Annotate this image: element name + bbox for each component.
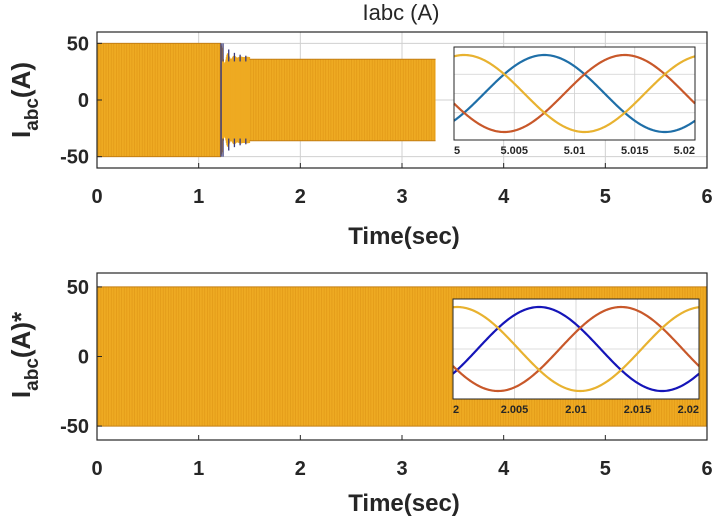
top-chart-ylabel: Iabc(A) <box>6 62 43 138</box>
bottom-inset-series-ib-ref <box>452 305 700 393</box>
top-chart-ylabel-tail: (A) <box>6 62 36 98</box>
top-inset-xtick-0: 5 <box>454 145 460 157</box>
top-chart-title: Iabc (A) <box>362 0 439 25</box>
bottom-xtick-label-6: 6 <box>701 458 712 480</box>
bottom-inset-xtick-1: 2.005 <box>501 404 529 416</box>
bottom-xtick-label-3: 3 <box>396 458 407 480</box>
top-inset-xtick-2: 5.01 <box>564 145 585 157</box>
top-chart-xlabel: Time(sec) <box>348 223 460 250</box>
top-xtick-label-6: 6 <box>701 186 712 208</box>
top-xtick-label-4: 4 <box>498 186 510 208</box>
top-inset-xtick-4: 5.02 <box>674 145 695 157</box>
top-ytick-label-2: -50 <box>60 147 89 169</box>
top-signal-segment-0 <box>97 42 222 158</box>
bottom-xtick-label-1: 1 <box>193 458 204 480</box>
top-xtick-label-3: 3 <box>396 186 407 208</box>
top-xtick-label-2: 2 <box>295 186 306 208</box>
bottom-chart-ylabel-tail: (A)* <box>6 311 36 358</box>
top-ytick-label-0: 50 <box>67 33 89 55</box>
bottom-xtick-label-0: 0 <box>91 458 102 480</box>
top-xtick-label-5: 5 <box>600 186 611 208</box>
bottom-ytick-label-0: 50 <box>67 277 89 299</box>
top-inset-xtick-1: 5.005 <box>500 145 528 157</box>
bottom-ytick-label-2: -50 <box>60 416 89 438</box>
bottom-chart-ylabel-sub: abc <box>22 358 43 391</box>
top-xtick-label-1: 1 <box>193 186 204 208</box>
top-inset-series-ib <box>453 53 696 134</box>
bottom-chart-xlabel: Time(sec) <box>348 490 460 517</box>
top-chart-ylabel-sub: abc <box>22 98 43 131</box>
bottom-inset: 2 2.005 2.01 2.015 2.02 <box>452 298 700 416</box>
top-chart-ylabel-main: I <box>6 131 36 138</box>
bottom-inset-xtick-2: 2.01 <box>565 404 586 416</box>
bottom-inset-xtick-4: 2.02 <box>678 404 699 416</box>
bottom-ytick-label-1: 0 <box>78 347 89 369</box>
bottom-xtick-label-5: 5 <box>600 458 611 480</box>
bottom-xtick-label-4: 4 <box>498 458 510 480</box>
top-inset-series-ic <box>453 53 696 134</box>
bottom-inset-series-ic-ref <box>452 305 700 393</box>
top-inset-xtick-3: 5.015 <box>621 145 649 157</box>
bottom-inset-xtick-0: 2 <box>453 404 459 416</box>
bottom-chart-ylabel-main: I <box>6 391 36 398</box>
top-inset-series-ia <box>453 53 696 134</box>
svg-text:Iabc(A)*: Iabc(A)* <box>6 311 43 398</box>
bottom-inset-xtick-3: 2.015 <box>624 404 652 416</box>
bottom-inset-series-ia-ref <box>452 305 700 393</box>
top-ytick-label-1: 0 <box>78 90 89 112</box>
top-signal-segment-1 <box>220 43 251 157</box>
top-xtick-label-0: 0 <box>91 186 102 208</box>
svg-text:Iabc(A): Iabc(A) <box>6 62 43 138</box>
top-inset: 5 5.005 5.01 5.015 5.02 <box>453 46 696 157</box>
bottom-xtick-label-2: 2 <box>295 458 306 480</box>
bottom-chart-ylabel: Iabc(A)* <box>6 311 43 398</box>
top-signal-segment-2 <box>249 58 436 142</box>
